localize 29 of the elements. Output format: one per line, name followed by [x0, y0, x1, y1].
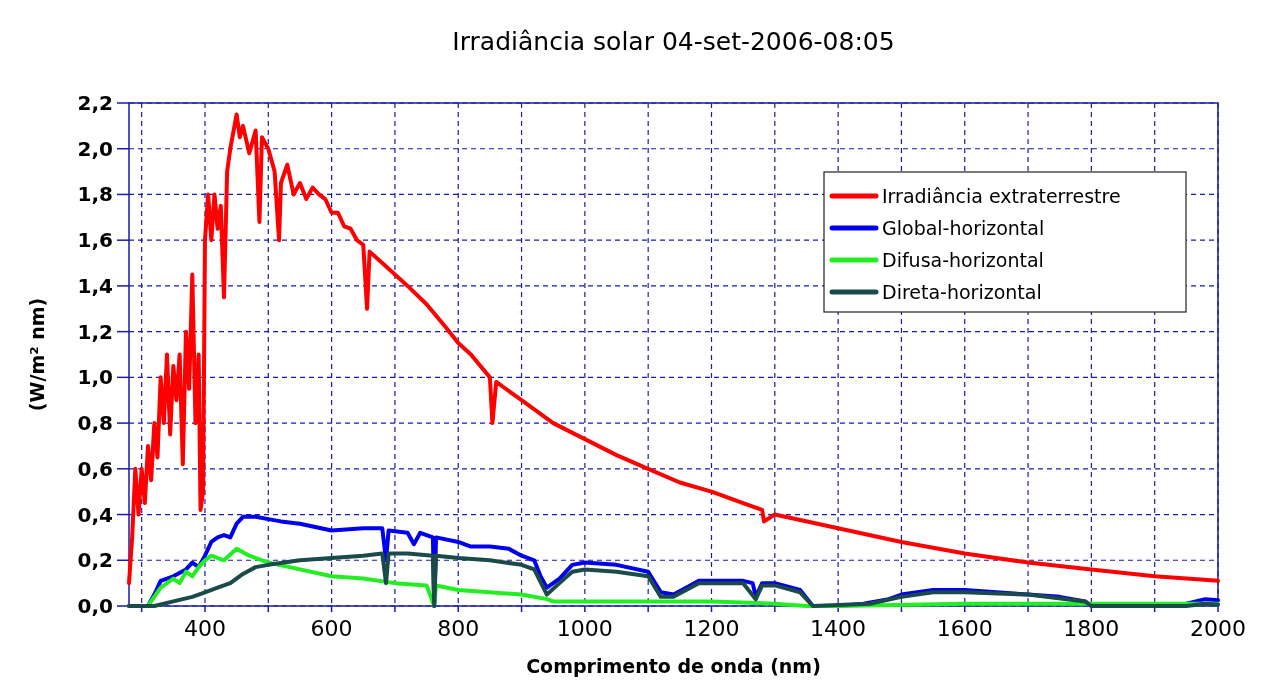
- x-tick-label: 800: [437, 616, 480, 641]
- x-tick-label: 1600: [936, 616, 993, 641]
- y-tick-label: 1,6: [77, 228, 113, 253]
- legend-label: Global-horizontal: [882, 216, 1045, 239]
- y-tick-label: 0,2: [77, 548, 113, 573]
- x-axis-title: Comprimento de onda (nm): [526, 655, 821, 677]
- x-tick-label: 400: [183, 616, 226, 641]
- y-tick-label: 1,4: [77, 273, 113, 298]
- y-axis-title: (W/m² nm): [26, 297, 48, 412]
- y-tick-label: 0,0: [77, 594, 113, 618]
- chart-title: Irradiância solar 04-set-2006-08:05: [452, 27, 895, 56]
- x-tick-label: 600: [310, 616, 353, 641]
- y-tick-label: 2,2: [77, 91, 113, 115]
- x-tick-label: 1200: [683, 616, 740, 641]
- y-tick-label: 1,8: [77, 182, 113, 207]
- y-tick-label: 1,2: [77, 319, 113, 344]
- y-tick-label: 0,8: [77, 411, 113, 436]
- y-tick-label: 2,0: [77, 136, 113, 161]
- x-tick-label: 1000: [556, 616, 613, 641]
- legend-label: Difusa-horizontal: [882, 248, 1044, 271]
- x-tick-label: 1400: [810, 616, 867, 641]
- legend-label: Irradiância extraterrestre: [882, 184, 1121, 207]
- y-tick-label: 0,6: [77, 456, 113, 481]
- legend-label: Direta-horizontal: [882, 280, 1042, 303]
- line-series: [127, 112, 1220, 586]
- x-tick-label: 2000: [1190, 616, 1246, 641]
- y-tick-label: 0,4: [77, 502, 113, 527]
- x-tick-label: 1800: [1063, 616, 1120, 641]
- y-tick-label: 1,0: [77, 365, 113, 390]
